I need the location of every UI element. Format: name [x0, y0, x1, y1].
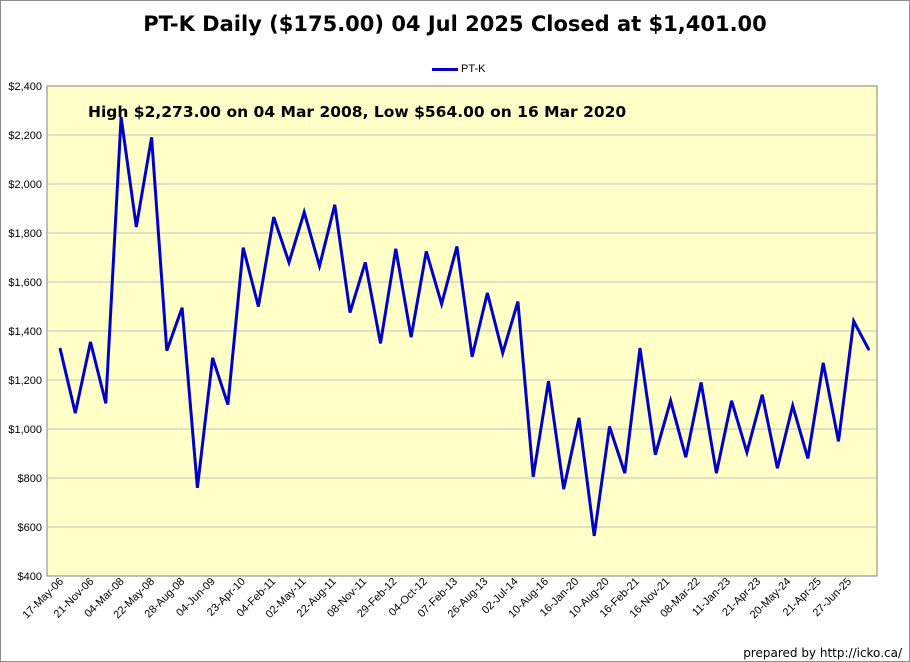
data-point — [456, 245, 458, 247]
data-point — [471, 356, 473, 358]
data-point — [853, 320, 855, 322]
data-point — [563, 488, 565, 490]
footer-credit: prepared by http://icko.ca/ — [743, 646, 902, 660]
data-point — [578, 417, 580, 419]
data-point — [517, 301, 519, 303]
data-point — [776, 467, 778, 469]
data-point — [334, 204, 336, 206]
data-point — [90, 341, 92, 343]
data-point — [822, 362, 824, 364]
data-point — [731, 400, 733, 402]
y-tick-label: $1,000 — [8, 424, 42, 436]
data-point — [532, 476, 534, 478]
data-point — [807, 457, 809, 459]
data-point — [349, 312, 351, 314]
data-point — [792, 405, 794, 407]
data-point — [425, 250, 427, 252]
data-point — [303, 211, 305, 213]
data-point — [761, 394, 763, 396]
data-point — [395, 248, 397, 250]
y-tick-label: $2,200 — [8, 130, 42, 142]
y-axis-ticks: $400 $600 $800 $1,000 $1,200 $1,400 $1,600 $1,8… — [8, 81, 42, 583]
data-point — [59, 347, 61, 349]
data-point — [715, 472, 717, 474]
high-low-annotation: High $2,273.00 on 04 Mar 2008, Low $564.… — [88, 103, 626, 121]
data-point — [105, 402, 107, 404]
data-point — [868, 349, 870, 351]
data-point — [670, 400, 672, 402]
y-tick-label: $600 — [18, 522, 42, 534]
data-point — [486, 292, 488, 294]
data-point — [685, 456, 687, 458]
data-point — [196, 487, 198, 489]
data-point — [151, 136, 153, 138]
data-point — [654, 454, 656, 456]
data-point — [227, 404, 229, 405]
data-point — [273, 216, 275, 218]
data-point — [212, 357, 214, 359]
y-tick-label: $1,600 — [8, 277, 42, 289]
data-point — [166, 350, 168, 352]
data-point — [410, 336, 412, 338]
data-point — [624, 472, 626, 474]
series-line-pt-k — [58, 116, 871, 537]
y-tick-label: $400 — [18, 571, 42, 583]
data-point — [502, 352, 504, 354]
data-point — [441, 303, 443, 305]
data-point — [257, 306, 259, 307]
data-point — [318, 265, 320, 267]
data-point — [700, 381, 702, 383]
data-point — [380, 342, 382, 344]
y-tick-label: $2,400 — [8, 81, 42, 93]
data-point — [593, 535, 595, 537]
data-point — [746, 451, 748, 453]
data-point — [609, 426, 611, 428]
data-point — [288, 261, 290, 263]
data-point — [837, 440, 839, 442]
data-point — [181, 307, 183, 309]
data-point — [364, 261, 366, 263]
y-tick-label: $1,400 — [8, 326, 42, 338]
data-point — [547, 380, 549, 382]
chart-title: PT-K Daily ($175.00) 04 Jul 2025 Closed … — [143, 12, 767, 36]
legend-swatch — [432, 67, 458, 71]
data-point — [242, 247, 244, 249]
legend-label: PT-K — [461, 63, 486, 75]
legend: PT-K — [432, 63, 485, 75]
data-point — [120, 116, 122, 118]
y-tick-label: $1,200 — [8, 375, 42, 387]
data-point — [74, 412, 76, 414]
y-tick-label: $1,800 — [8, 228, 42, 240]
y-tick-label: $2,000 — [8, 179, 42, 191]
data-point — [639, 347, 641, 349]
series-layer — [58, 116, 871, 537]
x-axis-ticks: 17-May-0621-Nov-0604-Mar-0822-May-0828-A… — [20, 576, 854, 622]
data-point — [135, 226, 137, 228]
y-tick-label: $800 — [18, 473, 42, 485]
